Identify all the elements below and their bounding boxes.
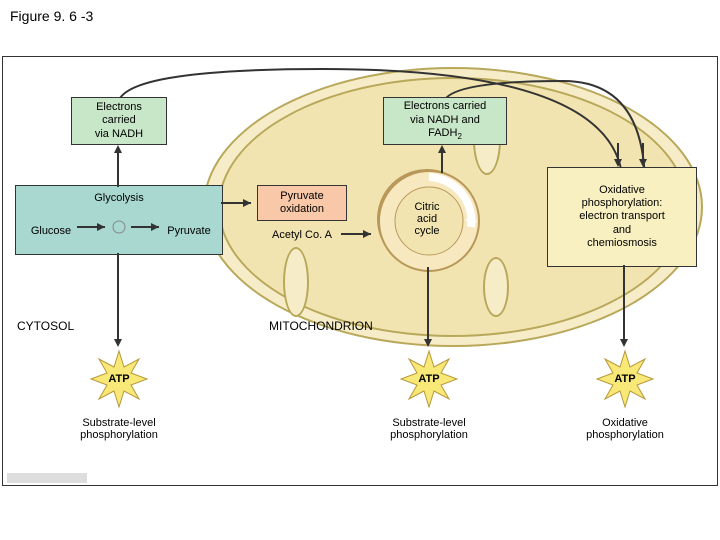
atp-label-1: ATP bbox=[108, 373, 129, 385]
atp-star-1: ATP bbox=[89, 349, 149, 409]
arrow-pyr-to-ox bbox=[221, 197, 261, 209]
figure-label: Figure 9. 6 -3 bbox=[10, 8, 93, 24]
glucose-label: Glucose bbox=[23, 225, 79, 237]
pyruvate-ox-l2: oxidation bbox=[280, 203, 324, 216]
oxidative-box: Oxidative phosphorylation: electron tran… bbox=[547, 167, 697, 267]
pyruvate-label: Pyruvate bbox=[161, 225, 217, 237]
electrons-nadh-text: Electrons carried via NADH bbox=[95, 101, 143, 141]
atp-label-2: ATP bbox=[418, 373, 439, 385]
substrate-level-2: Substrate-level phosphorylation bbox=[369, 417, 489, 441]
electrons-nadh-fadh2-box: Electrons carried via NADH and FADH2 bbox=[383, 97, 507, 145]
electrons-nadh-box: Electrons carried via NADH bbox=[71, 97, 167, 145]
down-arrows-right bbox=[603, 143, 663, 173]
citric-acid-cycle: Citric acid cycle bbox=[377, 169, 477, 269]
pyruvate-ox-l1: Pyruvate bbox=[280, 190, 323, 203]
down-to-atp-3 bbox=[617, 265, 631, 353]
glycolysis-arrows bbox=[77, 217, 167, 237]
glycolysis-label: Glycolysis bbox=[94, 192, 144, 205]
electrons-nadh-fadh2-text: Electrons carried via NADH and FADH2 bbox=[404, 100, 487, 141]
substrate-level-1: Substrate-level phosphorylation bbox=[59, 417, 179, 441]
atp-star-3: ATP bbox=[595, 349, 655, 409]
down-to-atp-1 bbox=[111, 253, 125, 353]
down-to-atp-2 bbox=[421, 267, 435, 353]
copyright-bar bbox=[7, 473, 87, 483]
diagram-canvas: Electrons carried via NADH Electrons car… bbox=[2, 56, 718, 486]
pyruvate-oxidation-box: Pyruvate oxidation bbox=[257, 185, 347, 221]
atp-star-2: ATP bbox=[399, 349, 459, 409]
atp-label-3: ATP bbox=[614, 373, 635, 385]
up-arrow-right bbox=[435, 143, 449, 173]
oxidative-text: Oxidative phosphorylation: electron tran… bbox=[579, 184, 665, 250]
up-arrow-left bbox=[111, 143, 125, 187]
acetyl-coa-label: Acetyl Co. A bbox=[261, 229, 343, 241]
oxidative-phos-label: Oxidative phosphorylation bbox=[565, 417, 685, 441]
citric-label: Citric acid cycle bbox=[414, 201, 439, 237]
cytosol-label: CYTOSOL bbox=[17, 319, 74, 333]
mitochondrion-label: MITOCHONDRION bbox=[269, 319, 373, 333]
